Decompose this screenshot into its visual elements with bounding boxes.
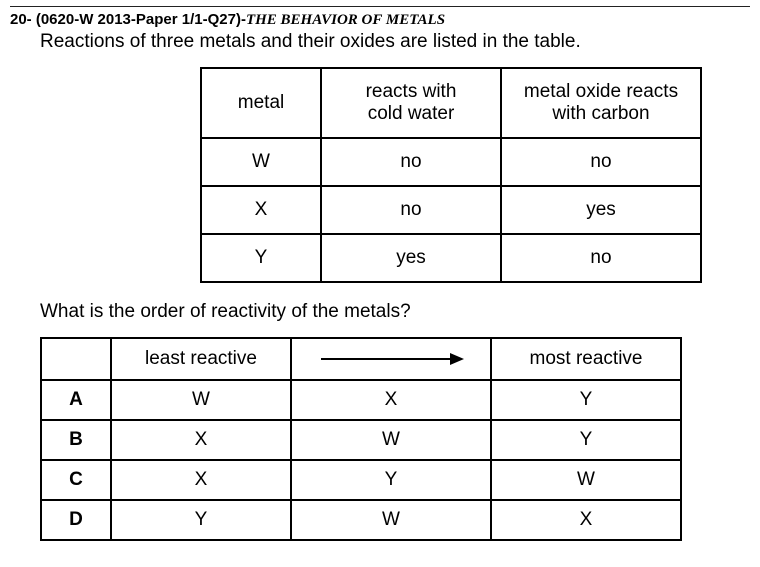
- cell-metal: W: [201, 138, 321, 186]
- answer-cell: W: [111, 380, 291, 420]
- cell-coldwater: yes: [321, 234, 501, 282]
- answer-row: C X Y W: [41, 460, 681, 500]
- answer-row: A W X Y: [41, 380, 681, 420]
- data-table-row: W no no: [201, 138, 701, 186]
- header-carbon-line2: with carbon: [552, 103, 649, 124]
- cell-coldwater: no: [321, 138, 501, 186]
- answer-cell: Y: [491, 420, 681, 460]
- header-coldwater-line1: reacts with: [366, 81, 457, 102]
- cell-coldwater: no: [321, 186, 501, 234]
- answer-cell: X: [291, 380, 491, 420]
- answer-label: A: [41, 380, 111, 420]
- answer-cell: X: [111, 420, 291, 460]
- cell-carbon: yes: [501, 186, 701, 234]
- cell-carbon: no: [501, 138, 701, 186]
- data-table-header-coldwater: reacts with cold water: [321, 68, 501, 138]
- answer-header-blank: [41, 338, 111, 380]
- page: 20- (0620-W 2013-Paper 1/1-Q27)-THE BEHA…: [0, 0, 760, 567]
- answer-header-most: most reactive: [491, 338, 681, 380]
- data-table-row: X no yes: [201, 186, 701, 234]
- data-table: metal reacts with cold water metal oxide…: [200, 67, 702, 283]
- data-table-header-metal: metal: [201, 68, 321, 138]
- answer-cell: W: [291, 420, 491, 460]
- question-topic: THE BEHAVIOR OF METALS: [246, 12, 445, 28]
- answer-cell: X: [491, 500, 681, 540]
- arrow-icon: [316, 351, 466, 367]
- answer-header-least: least reactive: [111, 338, 291, 380]
- data-table-wrap: metal reacts with cold water metal oxide…: [200, 67, 750, 283]
- top-rule: [10, 6, 750, 7]
- answer-cell: X: [111, 460, 291, 500]
- question-header: 20- (0620-W 2013-Paper 1/1-Q27)-THE BEHA…: [10, 11, 750, 29]
- answer-cell: W: [291, 500, 491, 540]
- header-coldwater-line2: cold water: [368, 103, 455, 124]
- answer-cell: W: [491, 460, 681, 500]
- data-table-row: Y yes no: [201, 234, 701, 282]
- answer-cell: Y: [291, 460, 491, 500]
- answer-row: D Y W X: [41, 500, 681, 540]
- answer-cell: Y: [491, 380, 681, 420]
- answer-table-header-row: least reactive most reactive: [41, 338, 681, 380]
- data-table-header-row: metal reacts with cold water metal oxide…: [201, 68, 701, 138]
- answer-label: C: [41, 460, 111, 500]
- answer-table: least reactive most reactive A W X Y B X…: [40, 337, 682, 541]
- answer-row: B X W Y: [41, 420, 681, 460]
- cell-carbon: no: [501, 234, 701, 282]
- cell-metal: X: [201, 186, 321, 234]
- answer-label: B: [41, 420, 111, 460]
- data-table-header-carbon: metal oxide reacts with carbon: [501, 68, 701, 138]
- question-number-ref: 20- (0620-W 2013-Paper 1/1-Q27)-: [10, 11, 246, 28]
- header-carbon-line1: metal oxide reacts: [524, 81, 678, 102]
- cell-metal: Y: [201, 234, 321, 282]
- answer-table-wrap: least reactive most reactive A W X Y B X…: [40, 337, 750, 541]
- sub-question: What is the order of reactivity of the m…: [40, 301, 750, 323]
- answer-header-arrow: [291, 338, 491, 380]
- answer-cell: Y: [111, 500, 291, 540]
- answer-label: D: [41, 500, 111, 540]
- question-prompt: Reactions of three metals and their oxid…: [40, 31, 750, 53]
